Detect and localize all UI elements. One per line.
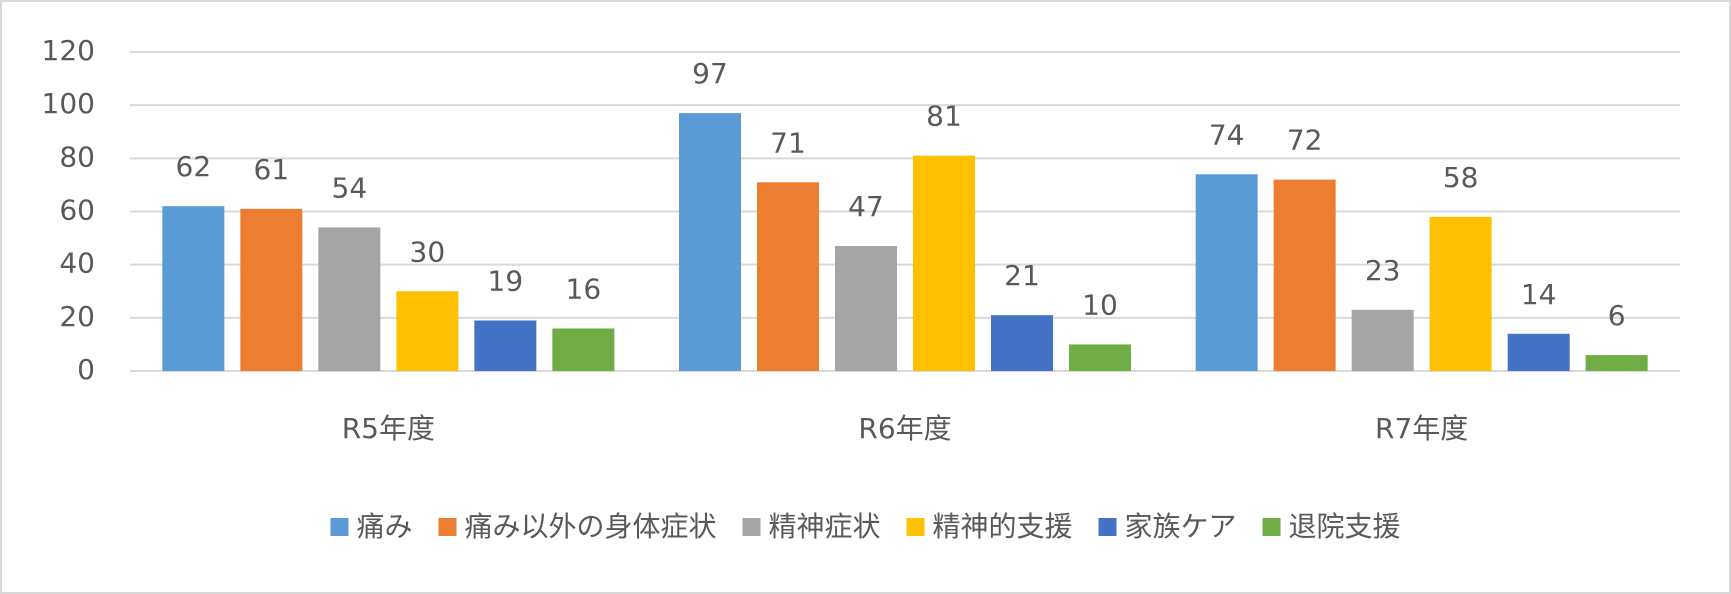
bar [1351,309,1414,371]
bar [1273,179,1336,371]
legend-label: 精神症状 [768,510,880,543]
legend-swatch [330,518,349,536]
data-label: 81 [926,100,962,133]
data-label: 58 [1443,161,1479,194]
data-label: 54 [332,171,368,204]
data-label: 16 [566,272,602,305]
y-tick-label: 40 [59,247,95,280]
y-tick-label: 60 [59,194,95,227]
legend-label: 精神的支援 [933,510,1073,543]
bar [679,113,741,372]
bar [162,206,225,371]
legend-swatch [1098,518,1117,536]
bar [835,246,897,371]
data-label: 47 [848,190,884,223]
bar [474,320,537,371]
legend-label: 退院支援 [1289,510,1401,543]
bar [318,227,381,371]
data-label: 23 [1365,254,1401,287]
y-tick-label: 120 [42,34,95,67]
data-label: 6 [1608,299,1626,332]
bar [396,291,459,371]
bar [240,208,303,371]
bar [757,182,819,371]
legend-label: 痛み以外の身体症状 [464,510,716,543]
legend-swatch [438,518,457,536]
data-label: 19 [488,264,524,297]
data-label: 72 [1287,124,1323,157]
legend-swatch [1262,518,1281,536]
x-tick-label: R6年度 [858,412,951,445]
data-label: 14 [1521,278,1557,311]
bar [1585,355,1648,371]
data-label: 10 [1082,288,1118,321]
data-label: 62 [176,150,212,183]
bar [1069,344,1131,371]
bar [552,328,615,371]
data-label: 61 [254,153,290,186]
data-label: 74 [1209,118,1245,151]
data-label: 21 [1004,259,1040,292]
legend-label: 家族ケア [1125,510,1237,543]
bar [1429,216,1492,371]
data-label: 30 [410,235,446,268]
y-tick-label: 100 [42,87,95,120]
y-tick-label: 20 [59,300,95,333]
bar [1507,333,1570,371]
bar [913,155,975,371]
x-tick-label: R5年度 [342,412,435,445]
legend-swatch [906,518,925,536]
y-tick-label: 80 [59,140,95,173]
bar [991,315,1053,371]
y-tick-label: 0 [77,353,95,386]
legend-label: 痛み [356,510,412,543]
x-tick-label: R7年度 [1375,412,1468,445]
data-label: 97 [692,57,728,90]
data-label: 71 [770,126,806,159]
bar [1195,174,1258,371]
legend-swatch [742,518,761,536]
